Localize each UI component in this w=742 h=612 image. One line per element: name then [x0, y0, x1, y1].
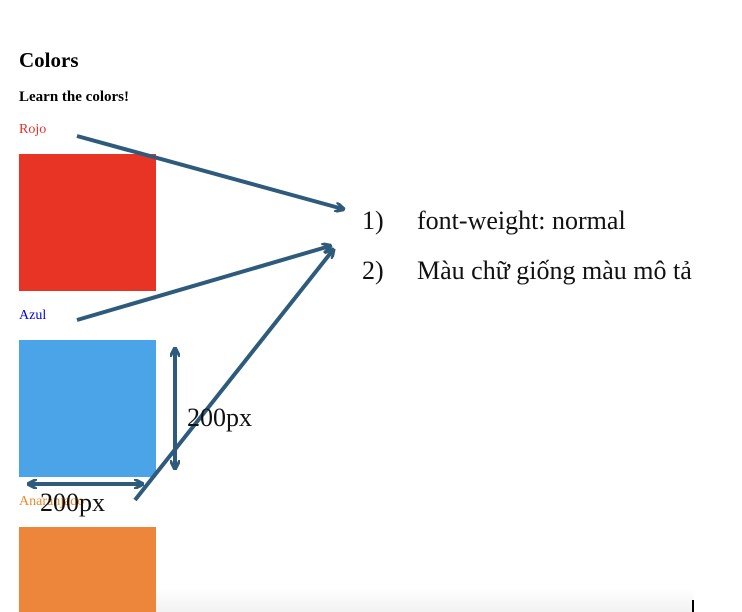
color-swatch-blue [19, 340, 156, 477]
requirement-item: 2) Màu chữ giống màu mô tả [362, 253, 692, 303]
width-dimension-label: 200px [40, 488, 105, 517]
color-swatch-red [19, 154, 156, 291]
page-title: Colors [19, 48, 79, 72]
text-cursor-mark [692, 600, 694, 612]
requirement-text: font-weight: normal [417, 206, 626, 235]
color-label-orange: Anaranjado [19, 494, 85, 509]
arrow-orange-to-note [133, 250, 333, 502]
requirement-number: 1) [362, 206, 384, 235]
requirement-item: 1) font-weight: normal [362, 203, 692, 253]
page-subtitle: Learn the colors! [19, 89, 129, 105]
requirement-number: 2) [362, 256, 384, 285]
requirements-list: 1) font-weight: normal 2) Màu chữ giống mà… [362, 203, 692, 303]
requirement-text: Màu chữ giống màu mô tả [417, 256, 692, 285]
height-dimension-label: 200px [187, 403, 252, 432]
color-label-blue: Azul [19, 308, 47, 323]
bottom-scroll-shadow [156, 588, 694, 612]
color-swatch-orange [19, 527, 156, 612]
color-label-red: Rojo [19, 122, 47, 137]
